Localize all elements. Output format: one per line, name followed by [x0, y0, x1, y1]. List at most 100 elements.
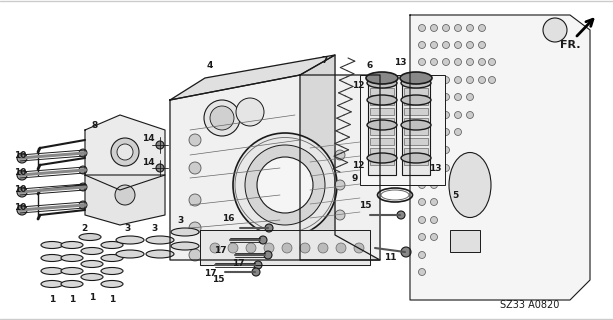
- Bar: [370, 118, 394, 125]
- Circle shape: [79, 183, 87, 191]
- Circle shape: [489, 59, 495, 66]
- Text: 10: 10: [14, 167, 26, 177]
- Text: 14: 14: [142, 133, 154, 142]
- Ellipse shape: [61, 281, 83, 287]
- Text: 9: 9: [352, 173, 358, 182]
- Circle shape: [430, 234, 438, 241]
- Circle shape: [454, 93, 462, 100]
- Ellipse shape: [79, 234, 101, 241]
- Circle shape: [189, 194, 201, 206]
- Circle shape: [430, 25, 438, 31]
- Ellipse shape: [171, 242, 199, 250]
- Ellipse shape: [401, 120, 431, 130]
- Circle shape: [246, 243, 256, 253]
- Circle shape: [430, 76, 438, 84]
- Text: 12: 12: [352, 81, 364, 90]
- Circle shape: [466, 59, 473, 66]
- Circle shape: [156, 164, 164, 172]
- Circle shape: [454, 42, 462, 49]
- Ellipse shape: [367, 120, 397, 130]
- Circle shape: [479, 42, 485, 49]
- Circle shape: [264, 251, 272, 259]
- Polygon shape: [410, 15, 590, 300]
- Bar: [370, 88, 394, 95]
- Text: 6: 6: [367, 60, 373, 69]
- Ellipse shape: [81, 260, 103, 268]
- Circle shape: [543, 18, 567, 42]
- Circle shape: [265, 224, 273, 232]
- Polygon shape: [170, 75, 380, 260]
- Circle shape: [189, 249, 201, 261]
- Ellipse shape: [400, 72, 432, 84]
- Circle shape: [264, 243, 274, 253]
- Circle shape: [443, 25, 449, 31]
- Bar: [404, 158, 428, 165]
- Circle shape: [454, 59, 462, 66]
- Text: 1: 1: [69, 295, 75, 305]
- Circle shape: [17, 170, 27, 180]
- Circle shape: [430, 217, 438, 223]
- Bar: [404, 148, 428, 155]
- Circle shape: [419, 198, 425, 205]
- Ellipse shape: [41, 242, 63, 249]
- Ellipse shape: [101, 242, 123, 249]
- Text: 3: 3: [125, 223, 131, 233]
- Circle shape: [189, 134, 201, 146]
- Circle shape: [466, 93, 473, 100]
- Circle shape: [430, 198, 438, 205]
- Circle shape: [336, 243, 346, 253]
- Circle shape: [189, 222, 201, 234]
- Circle shape: [430, 42, 438, 49]
- Text: 3: 3: [152, 223, 158, 233]
- Bar: [368, 80, 396, 175]
- Circle shape: [430, 129, 438, 135]
- Ellipse shape: [81, 274, 103, 281]
- Circle shape: [419, 25, 425, 31]
- Circle shape: [466, 25, 473, 31]
- Circle shape: [466, 111, 473, 118]
- Text: SZ33 A0820: SZ33 A0820: [500, 300, 560, 310]
- Circle shape: [228, 243, 238, 253]
- Circle shape: [454, 76, 462, 84]
- Circle shape: [215, 250, 225, 260]
- Circle shape: [419, 181, 425, 188]
- Circle shape: [17, 153, 27, 163]
- Circle shape: [17, 187, 27, 197]
- Text: 17: 17: [232, 259, 245, 268]
- Bar: [370, 158, 394, 165]
- Circle shape: [117, 144, 133, 160]
- Circle shape: [210, 106, 234, 130]
- Ellipse shape: [41, 268, 63, 275]
- Ellipse shape: [366, 72, 398, 84]
- Text: 16: 16: [222, 213, 234, 222]
- Text: 5: 5: [452, 190, 458, 199]
- Circle shape: [259, 236, 267, 244]
- Text: 10: 10: [14, 203, 26, 212]
- Text: 15: 15: [359, 201, 371, 210]
- Text: 8: 8: [92, 121, 98, 130]
- Text: 13: 13: [394, 58, 406, 67]
- Circle shape: [401, 247, 411, 257]
- Ellipse shape: [401, 153, 431, 163]
- Ellipse shape: [146, 250, 174, 258]
- Text: 4: 4: [207, 60, 213, 69]
- Circle shape: [479, 76, 485, 84]
- Polygon shape: [170, 55, 335, 100]
- Bar: [370, 128, 394, 135]
- Circle shape: [189, 162, 201, 174]
- Circle shape: [282, 243, 292, 253]
- Ellipse shape: [41, 281, 63, 287]
- Circle shape: [254, 261, 262, 269]
- Ellipse shape: [61, 242, 83, 249]
- Circle shape: [443, 93, 449, 100]
- Circle shape: [430, 111, 438, 118]
- Circle shape: [79, 166, 87, 174]
- Circle shape: [419, 59, 425, 66]
- Circle shape: [257, 157, 313, 213]
- Circle shape: [466, 42, 473, 49]
- Circle shape: [252, 268, 260, 276]
- Circle shape: [115, 185, 135, 205]
- Text: 13: 13: [428, 164, 441, 172]
- Circle shape: [335, 210, 345, 220]
- Bar: [404, 108, 428, 115]
